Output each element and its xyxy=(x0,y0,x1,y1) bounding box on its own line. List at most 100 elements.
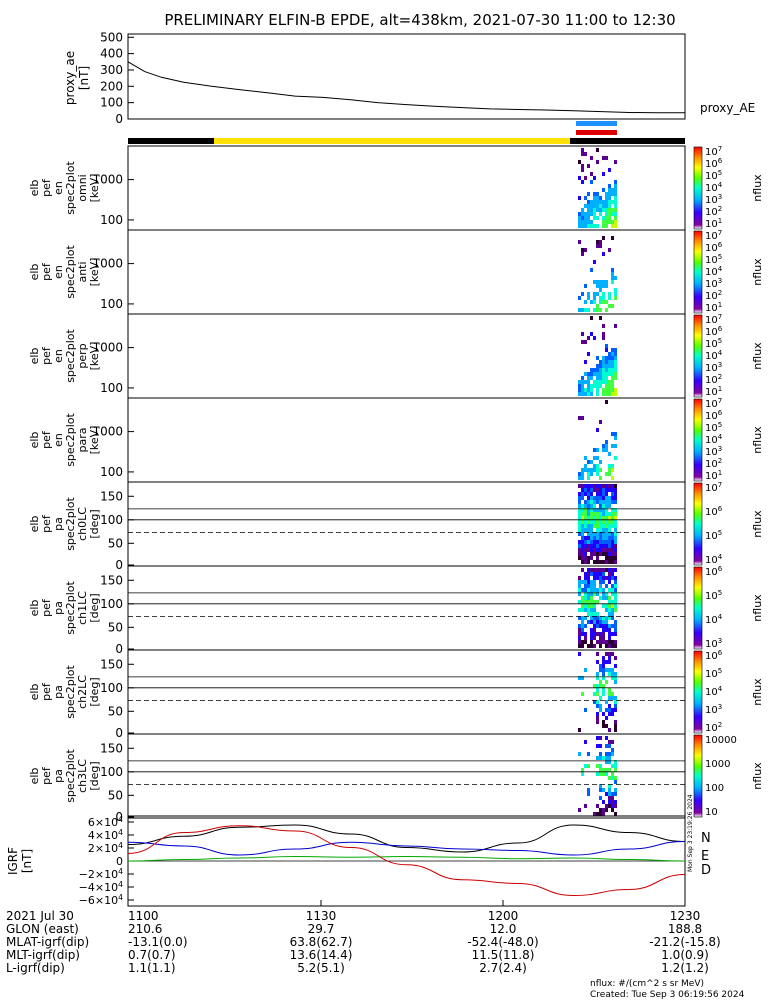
spectro-ylabel-line: [deg] xyxy=(88,677,101,706)
heatmap-cell xyxy=(596,600,599,604)
heatmap-cell xyxy=(581,540,584,544)
heatmap-cell xyxy=(578,548,581,552)
heatmap-cell xyxy=(605,596,608,600)
heatmap-cell xyxy=(602,684,605,688)
heatmap-cell xyxy=(614,216,617,220)
heatmap-cell xyxy=(605,616,608,620)
heatmap-cell xyxy=(584,488,587,492)
heatmap-cell xyxy=(578,216,581,220)
heatmap-cell xyxy=(608,528,611,532)
colorbar-tick-label: 104 xyxy=(705,613,723,626)
heatmap-cell xyxy=(581,216,584,220)
heatmap-cell xyxy=(593,500,596,504)
heatmap-cell xyxy=(608,692,611,696)
spectro-tick-label: 100 xyxy=(100,513,123,527)
heatmap-cell xyxy=(605,384,608,388)
heatmap-cell xyxy=(605,540,608,544)
heatmap-cell xyxy=(602,356,605,360)
heatmap-cell xyxy=(590,508,593,512)
colorbar-tick-label: 104 xyxy=(705,685,723,698)
heatmap-cell xyxy=(581,620,584,624)
marker-red xyxy=(576,130,617,135)
heatmap-cell xyxy=(578,752,581,756)
heatmap-cell xyxy=(611,600,614,604)
heatmap-cell xyxy=(611,748,614,752)
heatmap-cell xyxy=(611,592,614,596)
heatmap-cell xyxy=(590,620,593,624)
heatmap-cell xyxy=(614,524,617,528)
heatmap-cell xyxy=(587,460,590,464)
heatmap-cell xyxy=(602,200,605,204)
heatmap-cell xyxy=(614,672,617,676)
heatmap-cell xyxy=(584,584,587,588)
heatmap-cell xyxy=(581,180,584,184)
heatmap-cell xyxy=(593,208,596,212)
ae-tick-label: 200 xyxy=(100,79,123,93)
spectro-ylabel-line: pef xyxy=(40,766,53,785)
heatmap-cell xyxy=(593,308,596,312)
heatmap-cell xyxy=(614,212,617,216)
heatmap-cell xyxy=(599,380,602,384)
heatmap-cell xyxy=(602,172,605,176)
colorbar-tick-label: 106 xyxy=(705,157,723,170)
heatmap-cell xyxy=(614,360,617,364)
heatmap-cell xyxy=(596,520,599,524)
heatmap-cell xyxy=(581,168,584,172)
heatmap-cell xyxy=(581,308,584,312)
heatmap-cell xyxy=(599,488,602,492)
heatmap-cell xyxy=(584,668,587,672)
heatmap-cell xyxy=(584,176,587,180)
heatmap-cell xyxy=(602,188,605,192)
heatmap-cell xyxy=(602,280,605,284)
heatmap-cell xyxy=(605,544,608,548)
heatmap-cell xyxy=(602,616,605,620)
heatmap-cell xyxy=(578,652,581,656)
heatmap-cell xyxy=(587,476,590,480)
heatmap-cell xyxy=(608,784,611,788)
spectro-tick-label: 0 xyxy=(115,726,123,740)
heatmap-cell xyxy=(584,764,587,768)
heatmap-cell xyxy=(614,536,617,540)
heatmap-cell xyxy=(611,372,614,376)
heatmap-cell xyxy=(596,472,599,476)
heatmap-cell xyxy=(596,524,599,528)
heatmap-cell xyxy=(581,148,584,152)
heatmap-cell xyxy=(602,380,605,384)
heatmap-cell xyxy=(578,392,581,396)
heatmap-cell xyxy=(611,368,614,372)
igrf-lines xyxy=(127,824,686,897)
heatmap-cell xyxy=(614,568,617,572)
heatmap-cell xyxy=(614,724,617,728)
heatmap-cell xyxy=(605,592,608,596)
heatmap-cell xyxy=(599,788,602,792)
heatmap-cell xyxy=(602,596,605,600)
heatmap-cell xyxy=(587,788,590,792)
igrf-tick-label: −6×104 xyxy=(79,893,123,907)
heatmap-cell xyxy=(584,392,587,396)
heatmap-cell xyxy=(584,340,587,344)
heatmap-cell xyxy=(584,560,587,564)
heatmap-cell xyxy=(611,212,614,216)
heatmap-cell xyxy=(599,568,602,572)
heatmap-cell xyxy=(605,532,608,536)
heatmap-cell xyxy=(602,284,605,288)
x-axis-row-label: L-igrf(dip) xyxy=(6,961,65,975)
spectro-tick-label: 50 xyxy=(108,788,123,802)
heatmap-cell xyxy=(578,728,581,732)
colorbar-tick-label: 103 xyxy=(705,445,722,458)
colorbar-label: nflux xyxy=(751,510,764,538)
x-axis-row-label: MLAT-igrf(dip) xyxy=(6,935,89,949)
heatmap-cell xyxy=(596,496,599,500)
heatmap-cell xyxy=(608,672,611,676)
heatmap-cell xyxy=(602,492,605,496)
heatmap-cell xyxy=(593,484,596,488)
heatmap-cell xyxy=(611,360,614,364)
heatmap-cell xyxy=(614,288,617,292)
heatmap-cell xyxy=(593,604,596,608)
heatmap-cell xyxy=(605,604,608,608)
heatmap-cell xyxy=(602,336,605,340)
heatmap-cell xyxy=(614,580,617,584)
x-axis-value: 13.6(14.4) xyxy=(290,948,353,962)
heatmap-cell xyxy=(593,520,596,524)
heatmap-cell xyxy=(602,516,605,520)
